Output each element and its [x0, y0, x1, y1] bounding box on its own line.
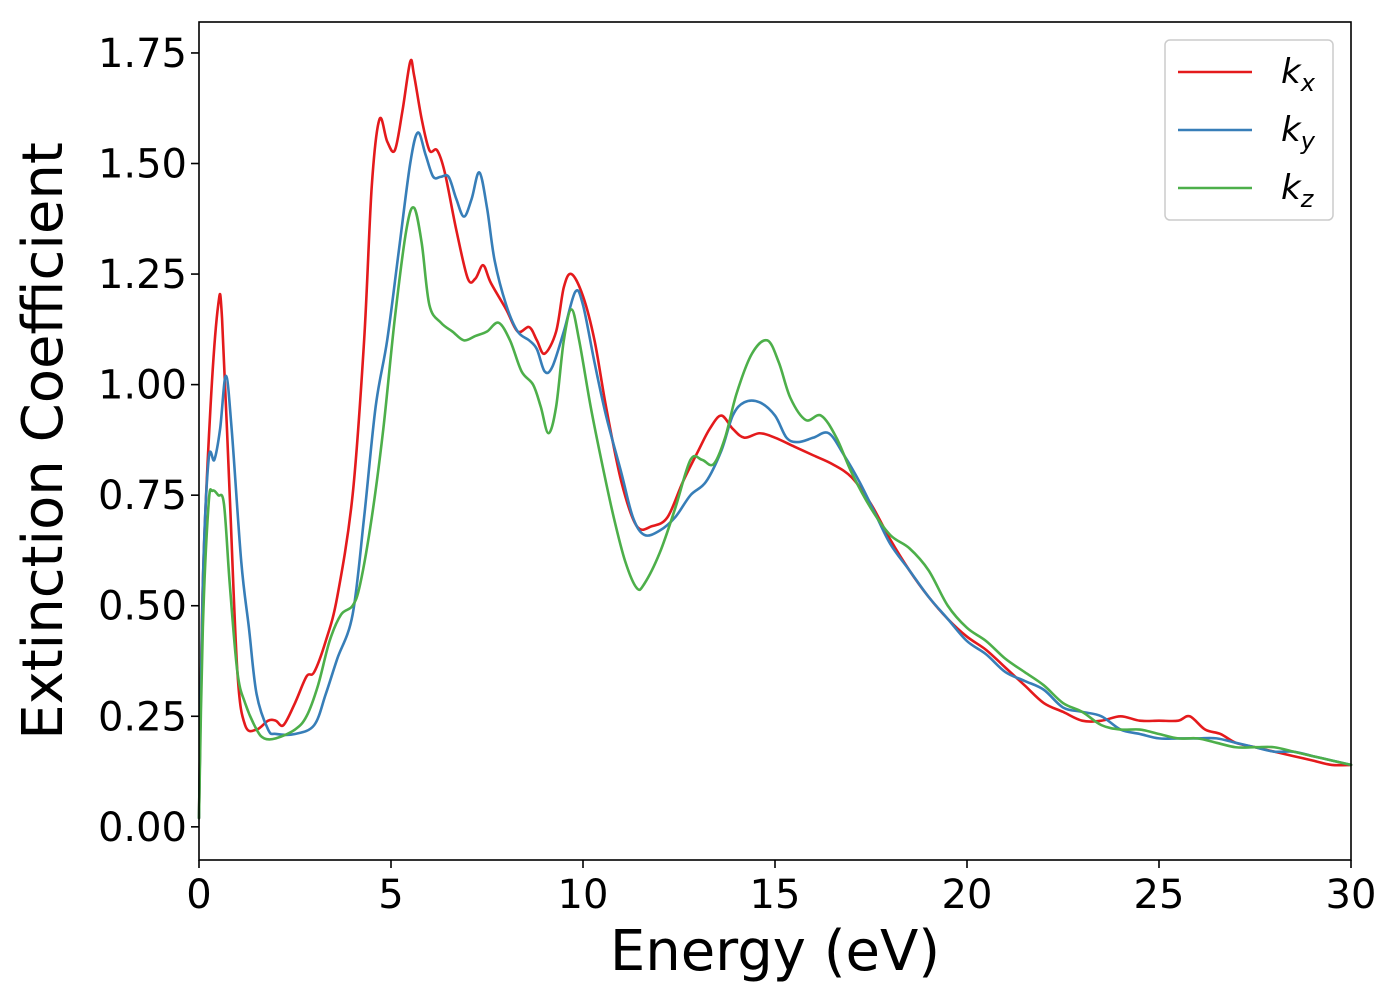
y-tick-label: 0.75 [98, 473, 187, 519]
series-line-ky [197, 131, 1353, 820]
series-line-kx [197, 58, 1353, 820]
y-tick-label: 1.00 [98, 363, 187, 409]
legend-label-ky: ky [1281, 110, 1316, 155]
legend-label-base: k [1281, 52, 1302, 92]
x-tick-label: 15 [750, 872, 801, 918]
y-tick-label: 1.25 [98, 252, 187, 298]
x-tick-label: 10 [558, 872, 609, 918]
y-tick-label: 0.50 [98, 584, 187, 630]
x-tick-label: 20 [942, 872, 993, 918]
legend-label-subscript: x [1300, 69, 1316, 97]
series-layer [197, 58, 1353, 820]
legend-label-kx: kx [1281, 52, 1316, 97]
y-tick-label: 1.50 [98, 142, 187, 188]
y-tick-label: 1.75 [98, 31, 187, 77]
x-tick-label: 0 [186, 872, 211, 918]
y-tick-label: 0.00 [98, 805, 187, 851]
legend-label-base: k [1281, 110, 1302, 150]
y-tick-label: 0.25 [98, 694, 187, 740]
x-tick-label: 30 [1326, 872, 1377, 918]
legend-label-subscript: y [1300, 127, 1316, 155]
x-tick-label: 25 [1134, 872, 1185, 918]
y-axis-label: Extinction Coefficient [11, 142, 76, 740]
x-axis-label: Energy (eV) [610, 919, 940, 984]
x-axis: 0 5 10 15 20 25 30 [186, 860, 1376, 918]
legend-label-base: k [1281, 168, 1302, 208]
y-axis: 0.00 0.25 0.50 0.75 1.00 1.25 1.50 1.75 [98, 31, 199, 851]
series-line-kz [197, 205, 1353, 820]
legend-label-subscript: z [1300, 185, 1315, 213]
x-tick-label: 5 [378, 872, 403, 918]
legend-label-kz: kz [1281, 168, 1315, 213]
